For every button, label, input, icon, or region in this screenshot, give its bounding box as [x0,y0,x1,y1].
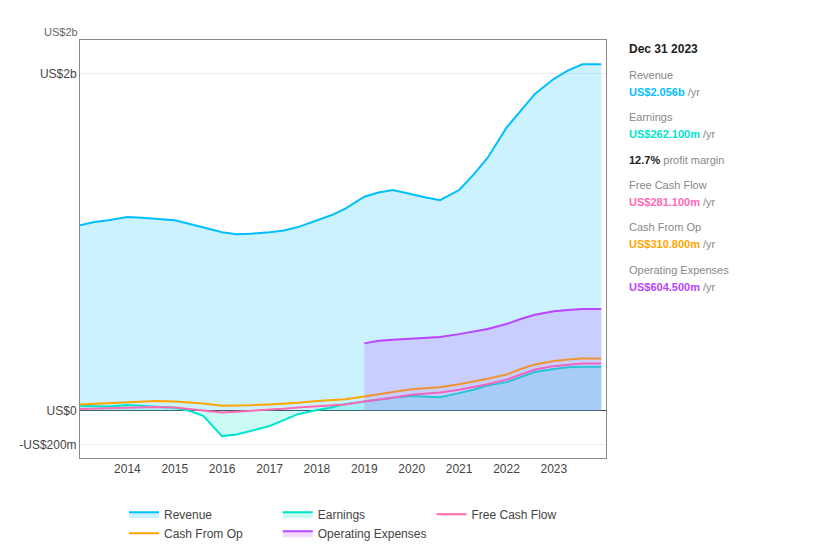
svg-text:Operating Expenses: Operating Expenses [318,527,427,541]
svg-text:Earnings: Earnings [629,111,673,123]
svg-text:Cash From Op: Cash From Op [629,221,701,233]
svg-text:2016: 2016 [209,462,236,476]
svg-text:US$281.100m /yr: US$281.100m /yr [629,196,716,208]
svg-text:2014: 2014 [114,462,141,476]
svg-text:2015: 2015 [161,462,188,476]
svg-text:2019: 2019 [351,462,378,476]
svg-text:2018: 2018 [304,462,331,476]
svg-text:US$0: US$0 [47,404,77,418]
svg-text:US$310.800m /yr: US$310.800m /yr [629,238,716,250]
svg-text:US$2b: US$2b [40,67,77,81]
svg-text:Cash From Op: Cash From Op [164,527,243,541]
svg-text:Dec 31 2023: Dec 31 2023 [629,42,698,56]
svg-text:12.7% profit margin: 12.7% profit margin [629,154,724,166]
svg-text:US$2b: US$2b [44,26,78,38]
svg-text:Earnings: Earnings [318,508,365,522]
svg-text:Revenue: Revenue [629,69,673,81]
svg-text:2023: 2023 [541,462,568,476]
svg-text:2022: 2022 [493,462,520,476]
svg-text:US$262.100m /yr: US$262.100m /yr [629,128,716,140]
svg-text:-US$200m: -US$200m [19,438,76,452]
svg-text:2021: 2021 [446,462,473,476]
svg-text:Free Cash Flow: Free Cash Flow [629,179,707,191]
svg-text:Free Cash Flow: Free Cash Flow [471,508,556,522]
svg-text:US$2.056b /yr: US$2.056b /yr [629,86,700,98]
svg-text:Operating Expenses: Operating Expenses [629,264,729,276]
svg-text:2017: 2017 [256,462,283,476]
svg-text:US$604.500m /yr: US$604.500m /yr [629,281,716,293]
svg-text:Revenue: Revenue [164,508,212,522]
svg-text:2020: 2020 [398,462,425,476]
